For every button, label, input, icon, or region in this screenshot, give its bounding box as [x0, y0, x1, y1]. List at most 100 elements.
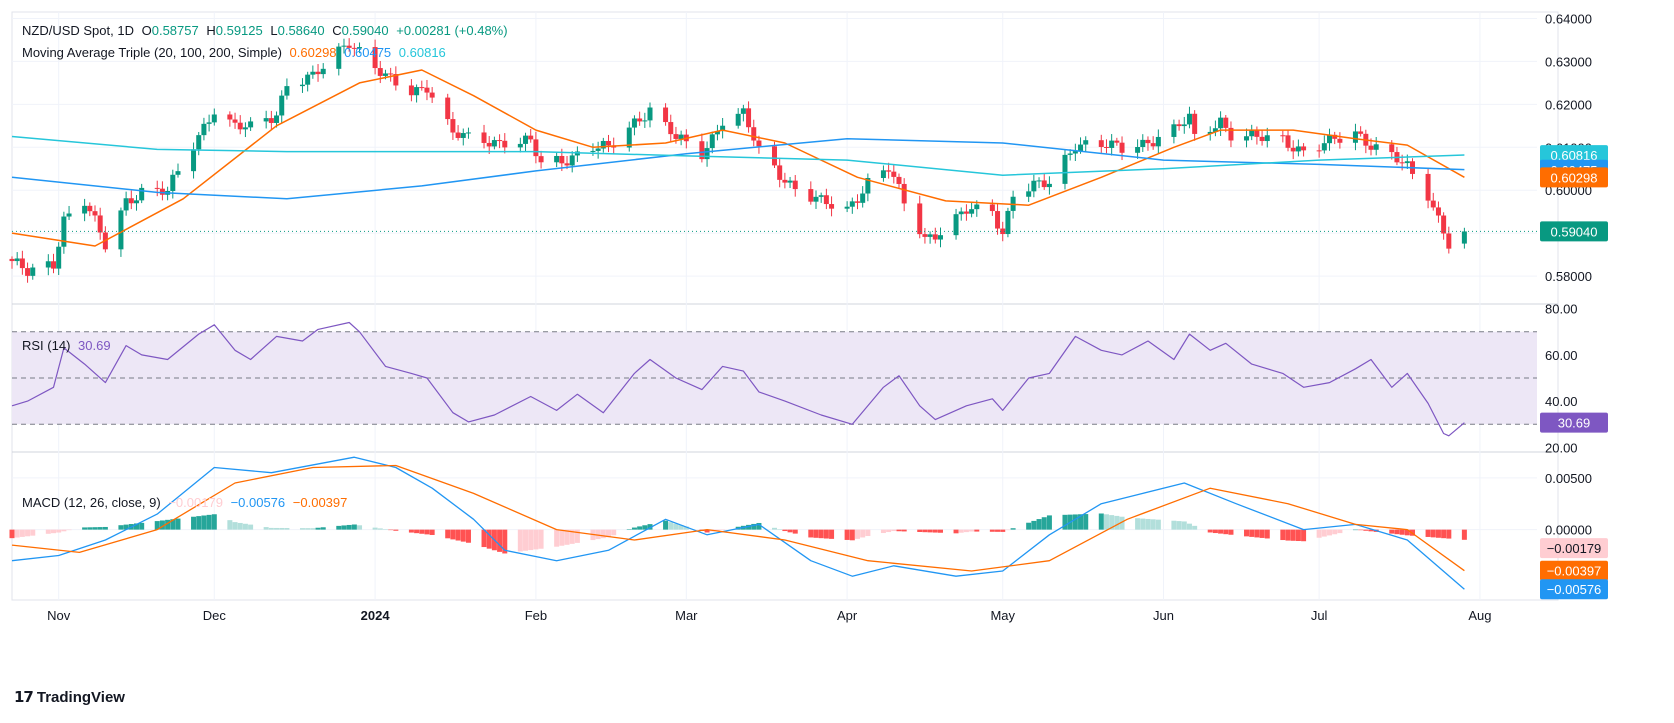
macd-hist-bar	[1332, 529, 1338, 535]
candle-body	[958, 211, 964, 215]
candle-body	[25, 268, 31, 276]
candle-body	[1036, 180, 1042, 182]
macd-hist-bar	[279, 527, 285, 530]
macd-hist-bar	[574, 529, 580, 543]
candle-body	[896, 176, 902, 184]
macd-hist-bar	[61, 529, 67, 532]
y-tick-label: 0.58000	[1545, 269, 1592, 284]
macd-hist-bar	[995, 529, 1001, 532]
macd-hist-bar	[388, 529, 394, 531]
macd-hist-bar	[1249, 529, 1255, 537]
macd-hist-bar	[175, 518, 181, 530]
macd-hist-bar	[133, 523, 139, 530]
macd-hist-bar	[248, 524, 254, 530]
macd-hist-bar	[56, 529, 62, 533]
macd-hist-bar	[1098, 513, 1104, 530]
ma-legend: Moving Average Triple (20, 100, 200, Sim…	[22, 45, 450, 60]
macd-hist-bar	[227, 520, 233, 530]
macd-hist-value: −0.00179	[168, 495, 223, 510]
macd-hist-bar	[1446, 529, 1452, 539]
candle-body	[310, 71, 316, 75]
candles	[9, 38, 1467, 283]
macd-hist-bar	[429, 529, 435, 535]
candle-body	[191, 149, 197, 172]
macd-hist-bar	[268, 527, 274, 530]
macd-hist-bar	[1150, 519, 1156, 530]
macd-hist-bar	[315, 527, 321, 530]
macd-hist-bar	[1212, 529, 1218, 534]
candle-body	[491, 140, 497, 147]
candle-body	[1031, 180, 1037, 192]
macd-hist-bar	[1301, 529, 1307, 542]
candle-body	[424, 87, 430, 93]
macd-hist-bar	[284, 528, 290, 530]
macd-hist-bar	[1404, 529, 1410, 536]
ma200-badge: 0.60816	[1551, 148, 1598, 163]
macd-hist-bar	[1327, 529, 1333, 536]
candle-body	[1114, 140, 1120, 143]
macd-hist-bar	[1171, 520, 1177, 530]
macd-hist-bar	[1109, 515, 1115, 530]
tradingview-logo[interactable]: 𝟭𝟳 TradingView	[14, 688, 125, 706]
ma-title: Moving Average Triple (20, 100, 200, Sim…	[22, 45, 282, 60]
ma20-badge: 0.60298	[1551, 170, 1598, 185]
candle-body	[336, 46, 342, 69]
macd-hist-bar	[865, 529, 871, 537]
candle-body	[969, 209, 975, 214]
candle-body	[206, 122, 212, 124]
candle-body	[854, 201, 860, 203]
macd-hist-bar	[165, 519, 171, 530]
candle-body	[56, 246, 62, 269]
candle-body	[647, 107, 653, 121]
candle-body	[538, 156, 544, 163]
candle-body	[237, 122, 243, 130]
macd-hist-bar	[320, 527, 326, 530]
tradingview-mark-icon: 𝟭𝟳	[14, 689, 34, 706]
macd-hist-bar	[937, 529, 943, 533]
symbol-label: NZD/USD Spot, 1D	[22, 23, 134, 38]
low-label: L	[270, 23, 278, 38]
macd-hist-bar	[922, 529, 928, 533]
macd-hist-bar	[19, 529, 25, 537]
macd-hist-bar	[678, 525, 684, 530]
macd-hist-bar	[102, 526, 108, 530]
candle-body	[1228, 127, 1234, 141]
macd-hist-bar	[554, 529, 560, 547]
candle-body	[963, 211, 969, 214]
candle-body	[1332, 134, 1338, 139]
macd-hist-bar	[159, 520, 165, 530]
macd-hist-bar	[1145, 518, 1151, 530]
candle-body	[1425, 173, 1431, 201]
candle-body	[87, 205, 93, 212]
macd-legend: MACD (12, 26, close, 9) −0.00179 −0.0057…	[22, 495, 351, 510]
open-value: 0.58757	[151, 23, 199, 38]
candle-body	[1192, 113, 1198, 134]
candle-body	[1280, 135, 1286, 137]
macd-hist-bar	[25, 529, 31, 537]
candle-body	[1399, 162, 1405, 164]
macd-hist-bar	[372, 527, 378, 530]
candle-body	[1026, 191, 1032, 197]
macd-hist-bar	[1072, 514, 1078, 530]
macd-hist-bar	[777, 529, 783, 530]
macd-hist-badge-bg	[1540, 538, 1608, 559]
candle-body	[9, 258, 15, 262]
candle-body	[1135, 147, 1141, 153]
macd-title: MACD (12, 26, close, 9)	[22, 495, 161, 510]
candle-body	[1441, 215, 1447, 234]
x-tick-label: May	[990, 608, 1015, 623]
macd-hist-bar	[1103, 514, 1109, 530]
macd-badge-bg	[1540, 579, 1608, 600]
candle-body	[133, 200, 139, 204]
macd-hist-bar	[1062, 514, 1068, 530]
candle-body	[346, 45, 352, 48]
macd-hist-bar	[1435, 529, 1441, 538]
macd-hist-bar	[917, 529, 923, 532]
candle-body	[1368, 145, 1374, 150]
candle-body	[465, 132, 471, 134]
macd-hist-bar	[154, 521, 160, 530]
macd-hist-bar	[1321, 529, 1327, 537]
macd-hist-bar	[963, 529, 969, 533]
macd-hist-bar	[242, 523, 248, 530]
